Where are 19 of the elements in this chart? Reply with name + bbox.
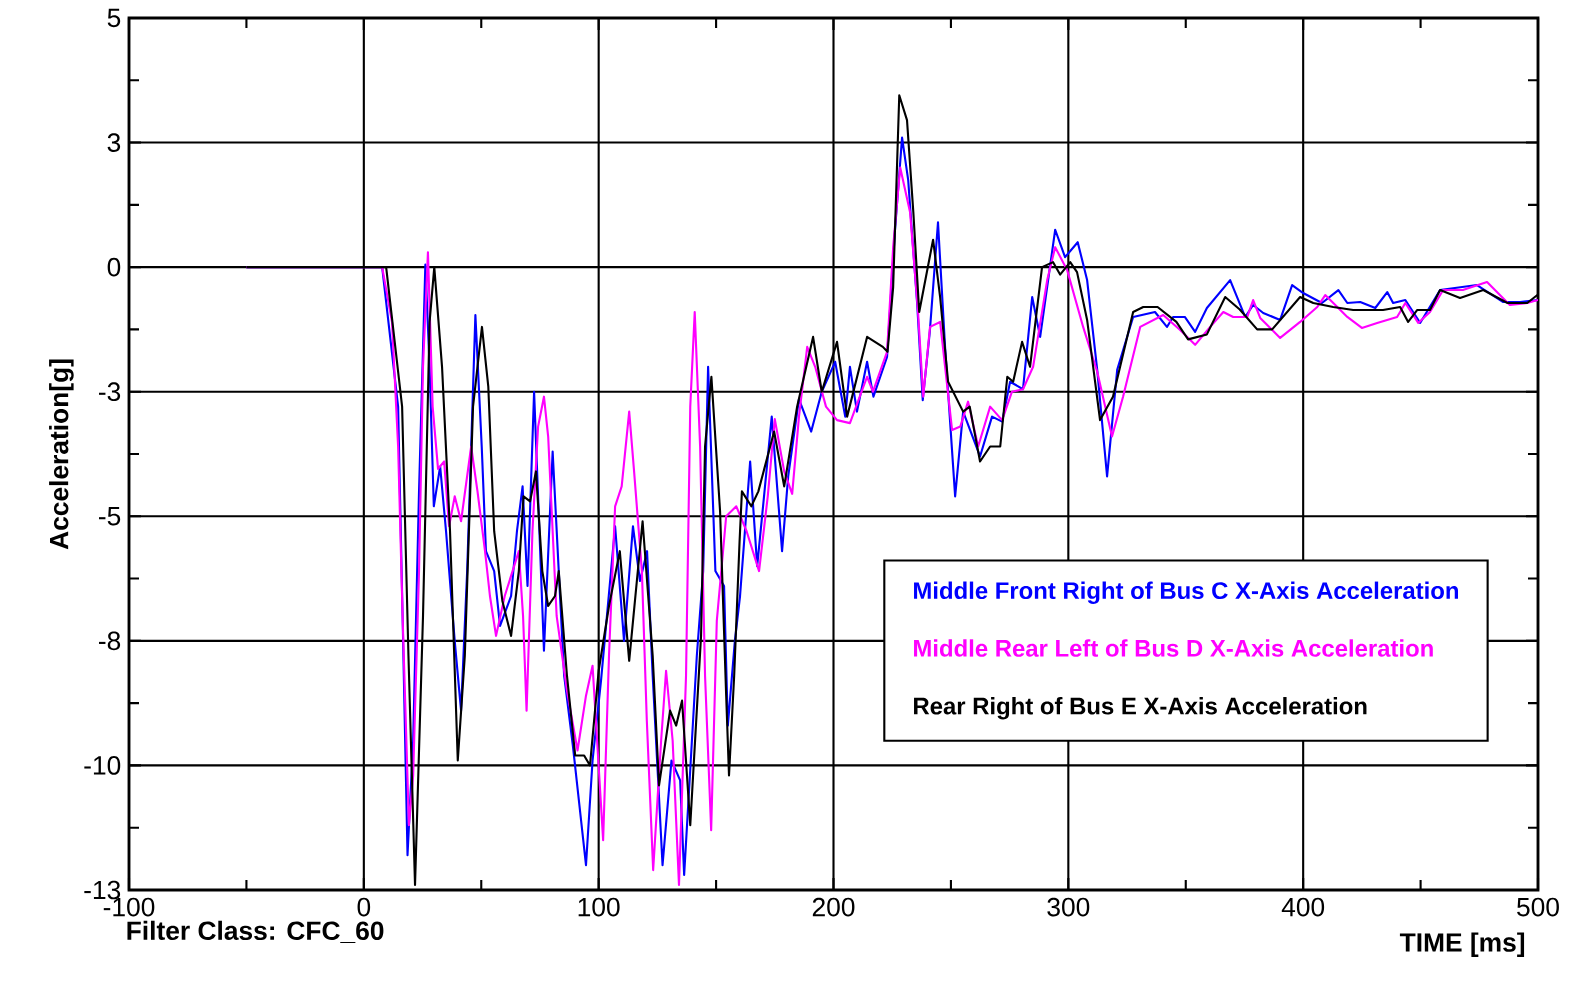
x-tick-label: 500 — [1517, 897, 1559, 917]
y-tick-label: -5 — [98, 507, 121, 526]
x-tick-label: 100 — [578, 897, 620, 917]
text: Middle Rear Left of Bus D X-Axis Acceleration — [914, 639, 1433, 657]
x-tick-label: 300 — [1047, 897, 1090, 917]
text: Rear Right of Bus E X-Axis Acceleration — [914, 697, 1367, 720]
y-tick-label: 3 — [107, 133, 121, 152]
y-tick-label: -3 — [98, 382, 121, 402]
x-tick-label: 0 — [357, 897, 371, 917]
y-tick-label: -8 — [98, 631, 121, 651]
y-tick-label: 5 — [107, 8, 121, 28]
text: Middle Front Right of Bus C X-Axis Acceleration — [914, 581, 1459, 604]
x-tick-label: 200 — [812, 897, 855, 917]
x-tick-label: 400 — [1281, 897, 1325, 917]
text: Filter Class: CFC_60 — [127, 920, 384, 943]
x-axis-title: TIME [ms] — [1399, 932, 1525, 957]
y-tick-label: 0 — [107, 257, 121, 277]
y-axis-title: Acceleration[g] — [49, 359, 74, 550]
y-tick-label: -10 — [84, 756, 121, 775]
